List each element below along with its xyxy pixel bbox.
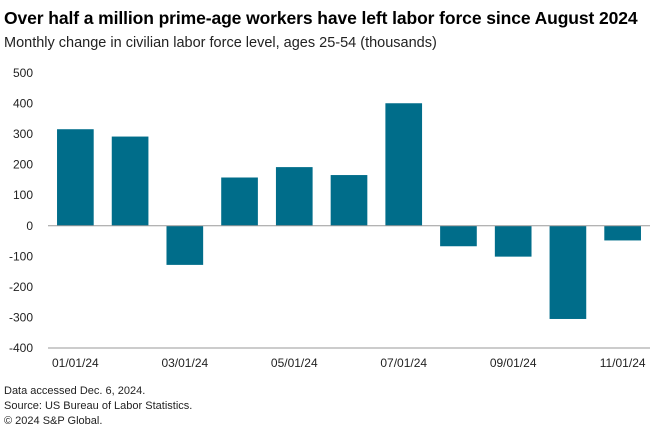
chart-footer: Data accessed Dec. 6, 2024. Source: US B…: [4, 384, 192, 429]
bar-08-01-24: [440, 225, 477, 247]
y-tick-label: -300: [9, 310, 33, 324]
x-tick-label: 11/01/24: [600, 356, 646, 370]
source-note: Source: US Bureau of Labor Statistics.: [4, 400, 193, 412]
y-tick-label: 500: [13, 66, 33, 80]
bar-03-01-24: [166, 225, 204, 265]
bar-02-01-24: [111, 136, 149, 226]
x-tick-label: 09/01/24: [490, 356, 537, 370]
y-tick-label: -100: [9, 249, 33, 263]
y-tick-label: 200: [13, 158, 33, 172]
bar-chart: 500 400 300 200 100 0 -100 -200 -300 -400 01/01/24…: [9, 66, 650, 370]
y-tick-label: 100: [13, 188, 33, 202]
y-tick-label: -400: [9, 341, 33, 355]
copyright-note: © 2024 S&P Global.: [4, 415, 103, 427]
data-accessed-note: Data accessed Dec. 6, 2024.: [4, 385, 146, 397]
bar-05-01-24: [275, 167, 313, 226]
bar-07-01-24: [385, 103, 423, 226]
y-tick-label: -200: [9, 280, 33, 294]
y-tick-label: 300: [13, 127, 33, 141]
bar-09-01-24: [494, 225, 532, 257]
x-tick-label: 03/01/24: [161, 356, 208, 370]
chart-title: Over half a million prime-age workers ha…: [4, 8, 638, 28]
bar-06-01-24: [330, 175, 368, 226]
y-tick-label: 400: [13, 97, 33, 111]
chart-subtitle: Monthly change in civilian labor force l…: [4, 35, 437, 51]
x-tick-label: 07/01/24: [380, 356, 427, 370]
x-tick-label: 05/01/24: [271, 356, 318, 370]
bar-11-01-24: [604, 225, 641, 241]
bar-04-01-24: [221, 177, 258, 226]
y-tick-label: 0: [26, 219, 33, 233]
x-tick-label: 01/01/24: [52, 356, 99, 370]
bar-01-01-24: [57, 129, 94, 226]
bar-10-01-24: [549, 225, 587, 319]
